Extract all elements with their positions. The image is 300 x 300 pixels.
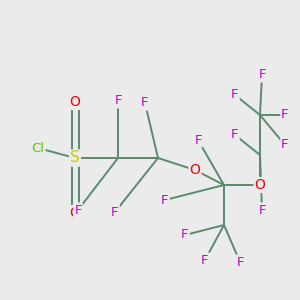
Text: F: F [181, 229, 189, 242]
Text: O: O [190, 163, 200, 177]
Text: F: F [258, 68, 266, 82]
Text: S: S [70, 151, 80, 166]
Text: O: O [70, 206, 80, 220]
Text: F: F [258, 203, 266, 217]
Text: O: O [70, 95, 80, 109]
Text: F: F [231, 128, 239, 142]
Text: F: F [74, 203, 82, 217]
Text: F: F [141, 97, 149, 110]
Text: F: F [194, 134, 202, 146]
Text: F: F [281, 139, 289, 152]
Text: F: F [111, 206, 119, 218]
Text: F: F [236, 256, 244, 268]
Text: O: O [255, 178, 266, 192]
Text: F: F [114, 94, 122, 107]
Text: F: F [201, 254, 209, 266]
Text: F: F [281, 109, 289, 122]
Text: F: F [231, 88, 239, 101]
Text: Cl: Cl [32, 142, 44, 154]
Text: F: F [161, 194, 169, 206]
